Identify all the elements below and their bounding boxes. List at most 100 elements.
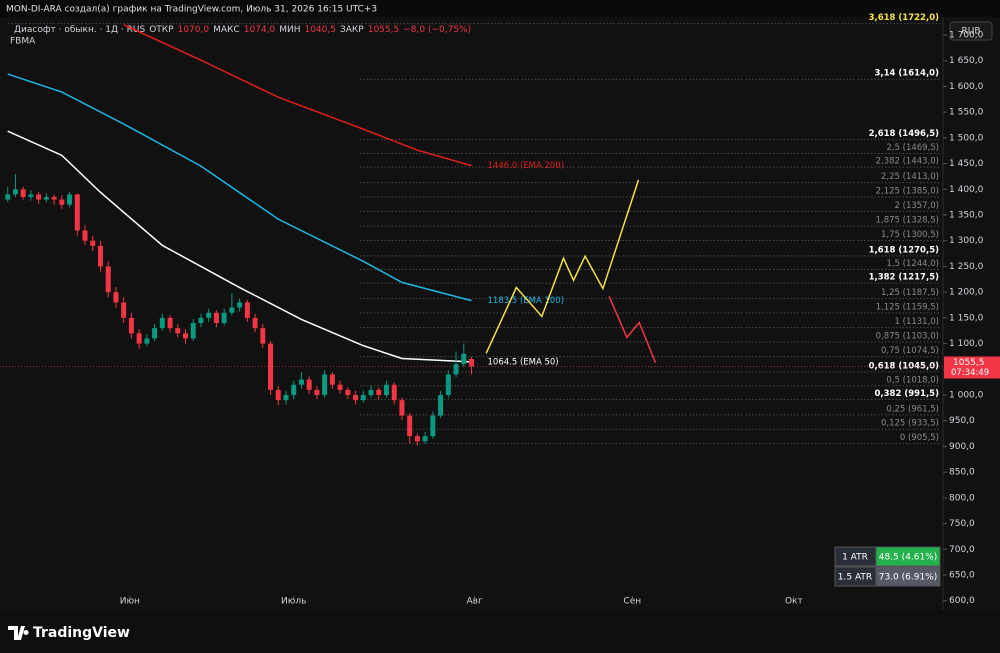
candle-body <box>314 389 320 396</box>
candle-body <box>391 384 397 401</box>
x-tick-label: Авг <box>466 597 482 607</box>
fib-label: 1,618 (1270,5) <box>869 245 940 255</box>
atr-value: 73.0 (6.91%) <box>879 573 938 583</box>
candle-body <box>190 323 196 339</box>
candle-body <box>152 328 158 339</box>
candle-body <box>167 317 173 329</box>
price-tag <box>944 356 1000 379</box>
legend-label: 1064.5 (EMA 50) <box>488 357 559 367</box>
candle-body <box>159 317 165 329</box>
y-tick-label: 1 400,0 <box>949 185 984 195</box>
change: −8,0 (−0,75%) <box>403 25 471 35</box>
high-value: 1074,0 <box>244 25 276 35</box>
y-tick-label: 1 000,0 <box>949 391 984 401</box>
candle-body <box>113 292 119 303</box>
atr-value: 48.5 (4.61%) <box>879 553 938 563</box>
candle-body <box>82 230 88 241</box>
y-tick-label: 1 450,0 <box>949 159 984 169</box>
y-tick-label: 650,0 <box>949 571 975 581</box>
y-tick-label: 700,0 <box>949 545 975 555</box>
candle-body <box>438 395 444 416</box>
fib-label: 0,125 (933,5) <box>881 419 939 429</box>
candle-body <box>306 379 312 390</box>
y-tick-label: 1 600,0 <box>949 82 984 92</box>
fib-label: 0 (905,5) <box>900 433 939 443</box>
candle-body <box>461 353 467 365</box>
fib-label: 2,382 (1443,0) <box>876 157 939 167</box>
legend-line: Диасофт · обыкн. · 1Д · RUS ОТКР 1070,0 МАК… <box>14 25 471 35</box>
candle-body <box>322 374 328 396</box>
candle-body <box>20 189 26 198</box>
x-tick-label: Сен <box>623 597 641 607</box>
candle-body <box>213 312 219 324</box>
legend-label: 1183.5 (EMA 100) <box>488 296 565 306</box>
fib-label: 3,618 (1722,0) <box>869 13 940 23</box>
candle-body <box>206 312 212 318</box>
candle-body <box>198 317 204 324</box>
x-tick-label: Окт <box>785 597 803 607</box>
fib-label: 1,5 (1244,0) <box>886 259 939 269</box>
x-tick-label: Июн <box>120 597 140 607</box>
y-tick-label: 1 650,0 <box>949 56 984 66</box>
candle-body <box>237 302 243 308</box>
atr-value-cell <box>875 546 941 567</box>
ema-line <box>123 24 472 167</box>
open-label: ОТКР <box>149 25 174 35</box>
currency[interactable]: RUB <box>961 27 980 37</box>
candle-body <box>283 395 289 401</box>
ema-line <box>7 73 472 302</box>
candle-body <box>383 384 389 396</box>
fib-label: 0,875 (1103,0) <box>876 332 939 342</box>
candle-body <box>376 389 382 396</box>
candle-body <box>244 302 250 318</box>
candle-body <box>469 359 474 367</box>
candle-body <box>128 317 134 334</box>
legend-label: 1446.0 (EMA 200) <box>488 161 565 171</box>
atr-name: 1.5 ATR <box>838 573 872 583</box>
low-label: МИН <box>279 25 300 35</box>
candle-body <box>136 333 142 344</box>
fib-label: 1,875 (1328,5) <box>876 216 939 226</box>
indicator-name: FBMA <box>10 37 36 47</box>
candle-body <box>144 338 150 344</box>
currency-box[interactable] <box>949 21 993 41</box>
y-tick-label: 750,0 <box>949 519 975 529</box>
candle-body <box>430 415 436 437</box>
candle-body <box>268 343 274 390</box>
y-tick-label: 1 700,0 <box>949 31 984 41</box>
candle-body <box>43 197 49 200</box>
candle-body <box>5 194 11 200</box>
candle-body <box>221 312 227 324</box>
y-tick-label: 800,0 <box>949 493 975 503</box>
candle-body <box>229 307 235 313</box>
fib-label: 1,75 (1300,5) <box>881 230 939 240</box>
price-tag-countdown: 07:34:49 <box>951 368 989 378</box>
candle-body <box>36 194 42 200</box>
y-tick-label: 1 350,0 <box>949 211 984 221</box>
y-tick-label: 1 150,0 <box>949 313 984 323</box>
candle-body <box>260 328 266 344</box>
candle-body <box>422 436 428 442</box>
candle-body <box>175 328 181 334</box>
fib-label: 1,25 (1187,5) <box>881 288 939 298</box>
close-label: ЗАКР <box>340 25 364 35</box>
candle-body <box>329 374 335 385</box>
candle-body <box>453 364 459 375</box>
fib-label: 1,125 (1159,5) <box>876 302 939 312</box>
candle-body <box>445 374 451 396</box>
candle-body <box>67 194 73 205</box>
candle-body <box>337 384 343 390</box>
symbol: Диасофт · обыкн. · 1Д · RUS <box>14 25 145 35</box>
candle-body <box>90 240 96 246</box>
low-value: 1040,5 <box>304 25 336 35</box>
candle-body <box>105 266 111 293</box>
fib-label: 0,25 (961,5) <box>886 404 939 414</box>
fib-label: 0,382 (991,5) <box>874 389 939 399</box>
candle-body <box>353 395 359 401</box>
fib-label: 1,382 (1217,5) <box>869 273 940 283</box>
fib-label: 2,25 (1413,0) <box>881 172 939 182</box>
ema-line <box>7 130 472 363</box>
fib-label: 2,125 (1385,0) <box>876 187 939 197</box>
y-tick-label: 1 200,0 <box>949 288 984 298</box>
